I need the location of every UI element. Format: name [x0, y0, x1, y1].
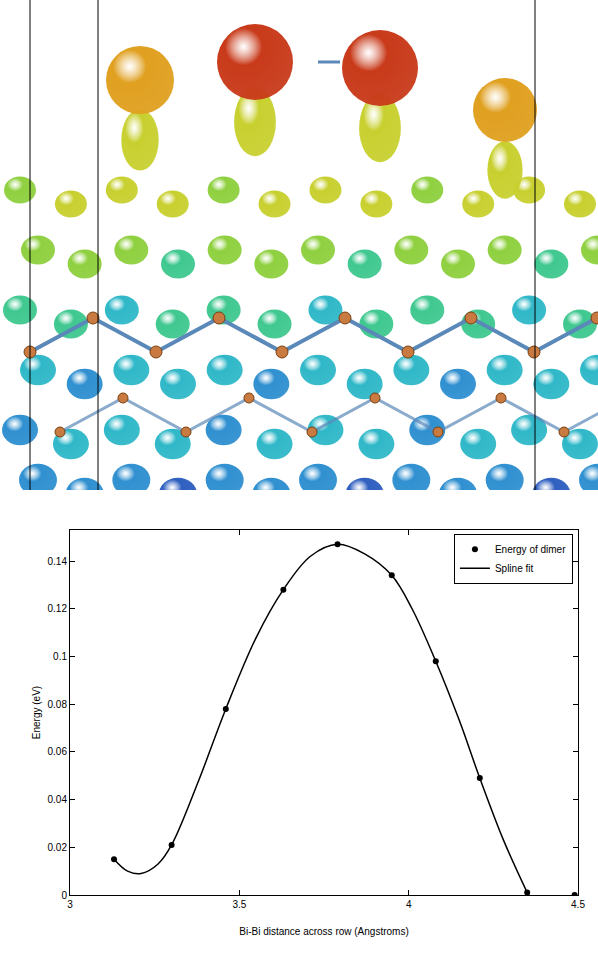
svg-text:4.5: 4.5 — [571, 899, 585, 910]
svg-text:4: 4 — [406, 899, 412, 910]
svg-text:Spline fit: Spline fit — [495, 563, 534, 574]
svg-text:0.02: 0.02 — [48, 842, 68, 853]
svg-text:0.12: 0.12 — [48, 603, 68, 614]
svg-text:0.06: 0.06 — [48, 746, 68, 757]
svg-text:Energy (eV): Energy (eV) — [31, 686, 42, 739]
svg-text:0.08: 0.08 — [48, 699, 68, 710]
svg-text:3: 3 — [67, 899, 73, 910]
svg-text:0: 0 — [61, 890, 67, 901]
svg-text:0.14: 0.14 — [48, 556, 68, 567]
svg-text:3.5: 3.5 — [232, 899, 246, 910]
svg-text:0.1: 0.1 — [53, 651, 67, 662]
svg-text:Bi-Bi distance across row (Ang: Bi-Bi distance across row (Angstroms) — [239, 926, 409, 937]
svg-text:Energy of dimer: Energy of dimer — [495, 544, 566, 555]
svg-text:0.04: 0.04 — [48, 794, 68, 805]
